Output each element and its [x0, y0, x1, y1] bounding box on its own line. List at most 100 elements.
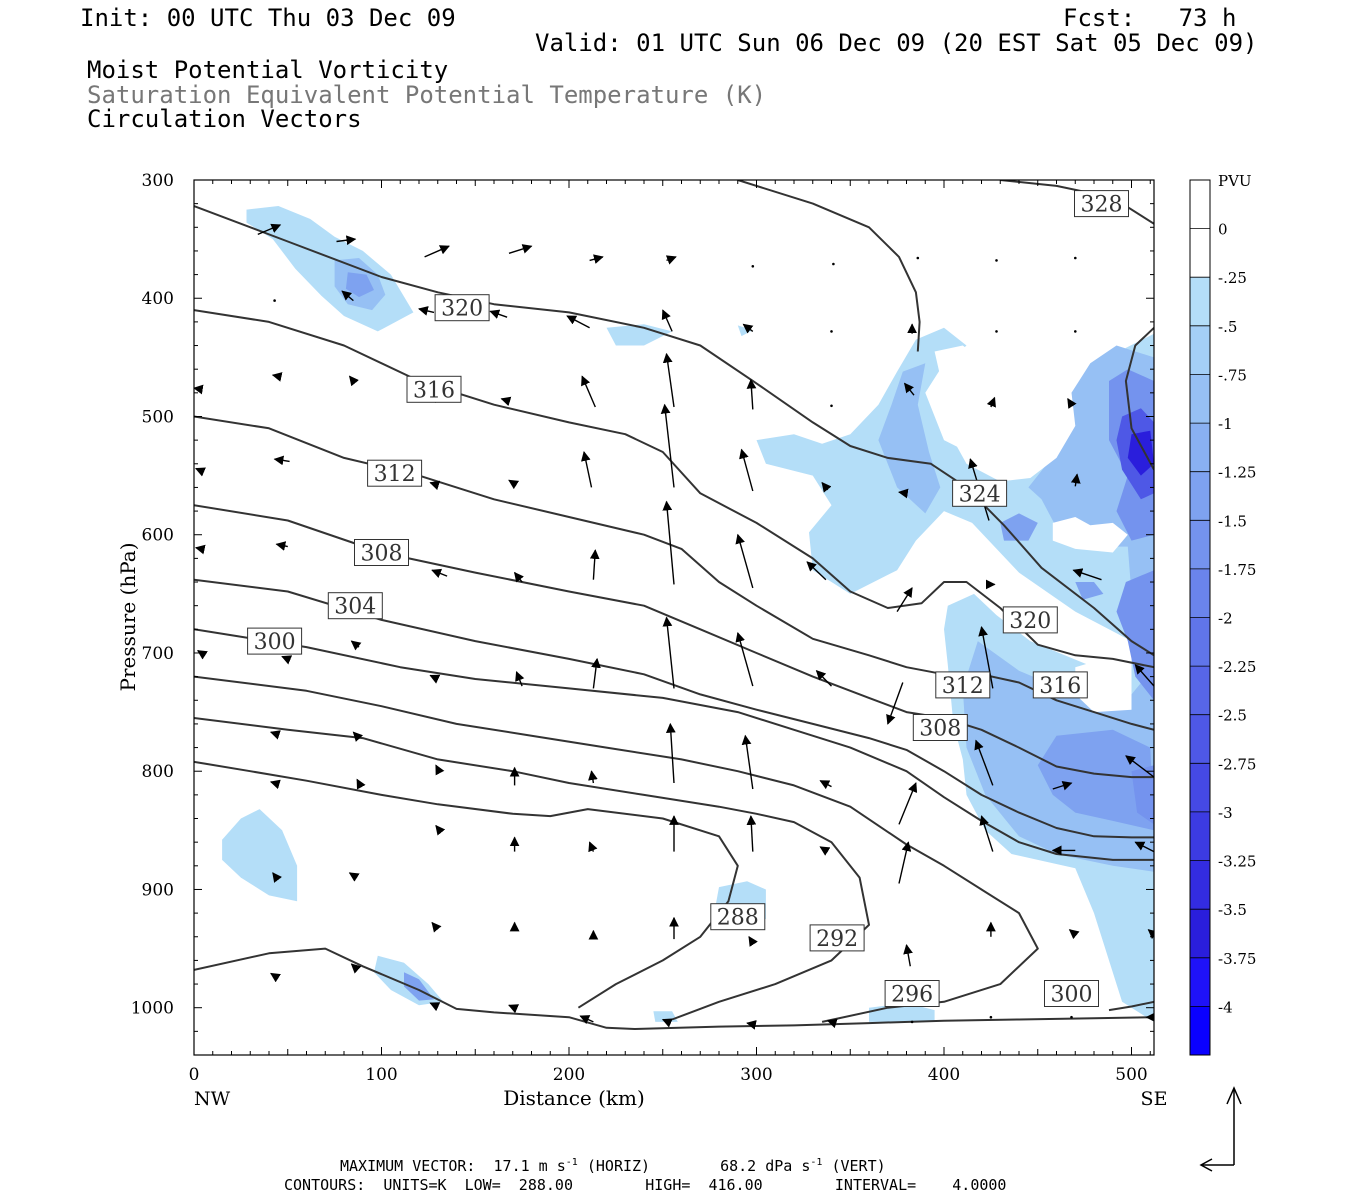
pv-shade-region	[878, 363, 941, 514]
x-tick-label: 500	[1115, 1065, 1147, 1085]
circulation-vector	[352, 731, 364, 742]
circulation-vector	[429, 480, 441, 491]
left-end-label: NW	[194, 1088, 231, 1110]
circulation-vector	[661, 1018, 673, 1028]
pv-shade-region	[222, 809, 298, 902]
colorbar-swatch	[1190, 277, 1210, 327]
circulation-vector	[350, 963, 362, 974]
colorbar-swatch	[1190, 763, 1210, 813]
circulation-vector	[489, 309, 508, 319]
colorbar-label: -4	[1218, 998, 1233, 1016]
circulation-vector	[746, 378, 757, 410]
circulation-vector	[429, 674, 441, 684]
colorbar-swatch	[1190, 423, 1210, 473]
circulation-vector	[1070, 473, 1081, 487]
contour-label-box	[710, 903, 766, 931]
colorbar-label: -3	[1218, 804, 1233, 822]
contour-label: 312	[935, 671, 991, 699]
contour-label-text: 328	[1081, 193, 1123, 218]
circulation-vector	[194, 384, 204, 395]
colorbar-label: -3.25	[1218, 853, 1256, 871]
y-tick-label: 300	[142, 171, 174, 191]
init-time: Init: 00 UTC Thu 03 Dec 09	[80, 4, 456, 32]
colorbar-swatch	[1190, 471, 1210, 521]
circulation-vector	[589, 549, 600, 580]
circulation-vector	[581, 451, 593, 488]
colorbar-swatch	[1190, 860, 1210, 910]
colorbar-swatch	[1190, 325, 1210, 375]
contour-label-text: 304	[334, 595, 376, 620]
contour-label-box	[1002, 606, 1058, 634]
field-title-theta: Saturation Equivalent Potential Temperat…	[87, 81, 767, 109]
theta-contour	[194, 675, 1039, 1023]
pv-shade-hole	[1052, 517, 1128, 553]
circulation-vector	[806, 561, 827, 581]
circulation-vector	[986, 396, 996, 408]
x-axis-label: Distance (km)	[503, 1086, 645, 1110]
circulation-vector	[581, 375, 596, 408]
contour-label-box	[1074, 190, 1129, 218]
circulation-vector	[1068, 929, 1080, 940]
circulation-vector	[431, 568, 448, 578]
contour-label-text: 320	[1009, 609, 1051, 634]
contour-label-text: 316	[1039, 674, 1081, 699]
contour-label-box	[367, 459, 423, 487]
contour-label-text: 288	[717, 906, 759, 931]
circulation-vector	[194, 544, 206, 555]
theta-contour	[737, 180, 921, 352]
y-tick-label: 400	[142, 289, 174, 309]
contour-label: 316	[1032, 671, 1088, 699]
circulation-vector	[662, 616, 675, 689]
contour-label-box	[354, 539, 409, 566]
circulation-vector	[974, 739, 994, 786]
circulation-vector	[830, 330, 833, 333]
x-tick-label: 0	[189, 1065, 200, 1085]
circulation-vector	[1134, 841, 1154, 853]
circulation-vector	[661, 309, 673, 332]
colorbar-swatch	[1190, 957, 1210, 1007]
max-vector-note: MAXIMUM VECTOR: 17.1 m s-1 (HORIZ) 68.2 d…	[340, 1157, 886, 1175]
circulation-vector	[903, 382, 915, 396]
contour-label: 316	[406, 375, 462, 403]
pv-shade-region	[737, 325, 753, 337]
contour-label-box	[912, 714, 968, 741]
circulation-vector	[660, 403, 675, 488]
circulation-vector	[341, 290, 354, 302]
circulation-vector	[886, 682, 904, 725]
contour-label: 304	[327, 592, 383, 620]
circulation-vector	[815, 669, 833, 687]
pv-shade-region	[1075, 582, 1104, 600]
circulation-vector	[742, 323, 754, 334]
colorbar-label: -2.25	[1218, 658, 1256, 676]
colorbar-label: -2.5	[1218, 707, 1247, 725]
circulation-vector	[336, 235, 357, 246]
circulation-vector	[194, 467, 206, 477]
contour-label-box	[327, 592, 383, 620]
colorbar-label: -2	[1218, 610, 1233, 628]
circulation-vector	[348, 872, 360, 882]
contour-label: 320	[434, 294, 490, 322]
contour-label: 308	[912, 714, 968, 742]
colorbar-label: -.75	[1218, 366, 1247, 384]
y-tick-label: 1000	[131, 999, 174, 1019]
circulation-vector	[1134, 664, 1154, 687]
colorbar-swatch	[1190, 568, 1210, 618]
contour-label-text: 316	[413, 378, 455, 403]
circulation-vector	[269, 730, 281, 740]
circulation-vector	[1052, 781, 1073, 791]
contour-label: 300	[247, 627, 303, 655]
max-vector-horiz-tag: (HORIZ)	[577, 1157, 651, 1175]
contour-label-box	[406, 375, 462, 403]
contour-label-text: 292	[816, 927, 858, 952]
circulation-vector	[978, 626, 994, 689]
circulation-vector	[356, 778, 366, 790]
contour-label: 324	[952, 479, 1008, 507]
theta-contour	[1108, 1000, 1154, 1012]
circulation-vector	[513, 571, 524, 583]
contour-label-box	[935, 671, 991, 699]
circulation-vector	[989, 1015, 993, 1019]
contour-label-text: 300	[254, 630, 296, 655]
y-tick-label: 900	[142, 880, 174, 900]
circulation-vector	[508, 1004, 520, 1014]
